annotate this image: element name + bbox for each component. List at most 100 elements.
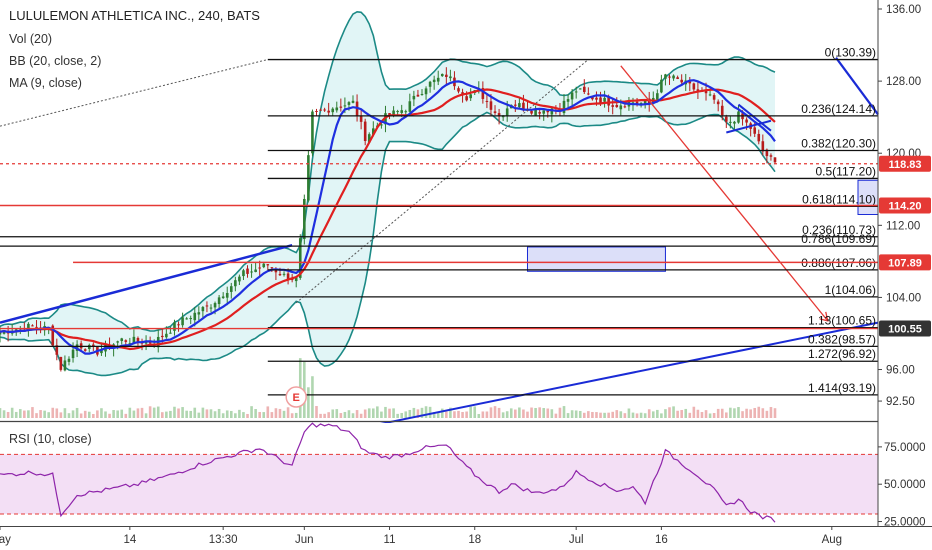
volume-bar — [469, 406, 472, 418]
time-tick-label: 16 — [655, 534, 668, 546]
candle-body — [761, 141, 765, 152]
candle-body — [71, 349, 75, 359]
dotted-trendline-right — [295, 59, 589, 304]
volume-bar — [566, 413, 570, 418]
channel-line-upper — [737, 103, 772, 132]
volume-bar — [2, 410, 6, 418]
volume-bar — [574, 410, 578, 418]
candle-body — [396, 111, 399, 113]
volume-bar — [668, 407, 671, 418]
volume-bar — [534, 407, 537, 418]
candle-body — [274, 269, 278, 273]
candle-body — [27, 323, 30, 331]
candle-body — [136, 337, 140, 342]
volume-bar — [351, 413, 355, 418]
volume-bar — [538, 407, 541, 418]
volume-bar — [71, 410, 75, 418]
candle-body — [225, 292, 229, 298]
earnings-event-letter: E — [293, 392, 300, 404]
support-trendline-late — [373, 321, 879, 427]
candle-body — [258, 267, 261, 269]
volume-bar — [205, 409, 209, 418]
volume-bar — [294, 412, 298, 418]
candle-body — [14, 329, 18, 331]
volume-bar — [152, 407, 156, 418]
rsi-title[interactable]: RSI (10, close) — [6, 432, 95, 446]
volume-bar — [246, 413, 249, 418]
candle-body — [623, 106, 627, 108]
volume-bar — [445, 411, 448, 418]
volume-bar — [611, 411, 614, 418]
volume-bar — [140, 407, 144, 418]
volume-bar — [530, 407, 533, 418]
volume-bar — [603, 412, 606, 418]
candle-body — [676, 77, 679, 79]
candle-body — [278, 273, 282, 276]
volume-bar — [124, 413, 128, 418]
volume-bar — [627, 408, 631, 418]
study-volume-label[interactable]: Vol (20) — [6, 32, 56, 46]
volume-bar — [262, 412, 266, 418]
study-ma-label[interactable]: MA (9, close) — [6, 76, 85, 90]
candle-body — [246, 268, 249, 274]
projection-arrow-line — [620, 65, 829, 322]
volume-bar — [274, 408, 278, 418]
time-tick-label: 11 — [384, 534, 396, 546]
candle-body — [161, 335, 164, 338]
candle-body — [542, 110, 546, 114]
candle-body — [570, 92, 574, 100]
volume-bar — [757, 406, 761, 418]
volume-bar — [75, 407, 79, 418]
study-bollinger-label[interactable]: BB (20, close, 2) — [6, 54, 105, 68]
volume-bar — [359, 413, 363, 418]
volume-bar — [173, 406, 176, 418]
candle-body — [197, 312, 201, 315]
volume-bar — [278, 408, 282, 418]
volume-bar — [136, 408, 140, 418]
volume-bar — [647, 409, 651, 418]
price-badge — [879, 155, 931, 172]
candle-body — [465, 96, 468, 101]
volume-bar — [27, 410, 30, 418]
candle-body — [209, 307, 213, 309]
volume-bar — [497, 407, 501, 418]
volume-bar — [380, 411, 383, 418]
volume-bar — [363, 409, 367, 418]
volume-bar — [51, 407, 55, 418]
volume-bar — [737, 407, 740, 418]
volume-bar — [47, 412, 50, 418]
rsi-tick-label: 75.0000 — [884, 442, 926, 454]
rsi-pane — [0, 422, 878, 526]
candle-body — [534, 109, 537, 116]
volume-bar — [729, 407, 732, 418]
rsi-tick-label: 50.0000 — [884, 479, 926, 491]
volume-bar — [465, 411, 468, 418]
candle-body — [522, 102, 525, 110]
fib-level-label: 1(104.06) — [825, 283, 876, 297]
candle-body — [611, 105, 614, 107]
volume-bar — [10, 407, 14, 418]
volume-bar — [282, 410, 286, 418]
candle-body — [87, 345, 91, 349]
volume-bar — [400, 412, 404, 418]
candle-body — [530, 110, 533, 114]
candle-body — [173, 322, 176, 331]
price-badge-label: 107.89 — [888, 257, 922, 269]
fib-level-label: 0.382(120.30) — [801, 137, 876, 151]
candle-body — [327, 110, 330, 113]
time-tick-label: Jul — [569, 534, 584, 546]
candle-body — [737, 111, 740, 123]
candle-body — [116, 341, 119, 343]
candle-body — [656, 93, 659, 100]
candle-body — [189, 318, 193, 320]
candle-body — [351, 100, 355, 103]
channel-line-lower — [726, 119, 772, 134]
candle-body — [177, 324, 180, 326]
volume-bar — [197, 412, 201, 418]
candle-body — [412, 95, 416, 100]
volume-bar — [221, 413, 225, 418]
candle-body — [603, 97, 606, 102]
volume-bar — [343, 411, 347, 418]
